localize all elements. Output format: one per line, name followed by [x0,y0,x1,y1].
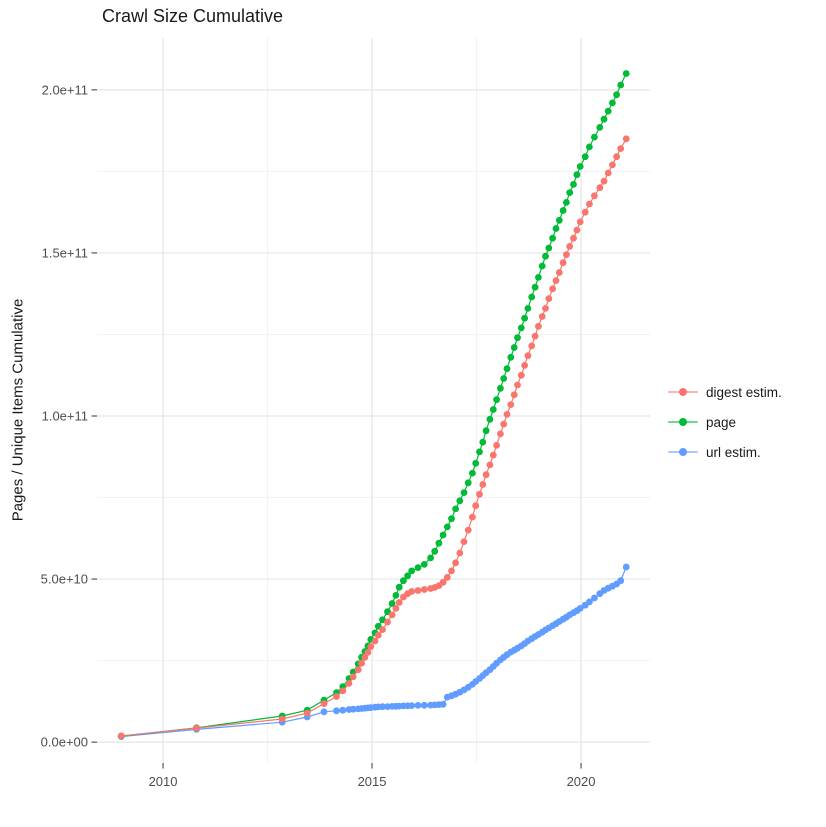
svg-text:2010: 2010 [149,774,178,789]
axis-ticks [91,89,582,769]
series-digest-estim [117,135,630,740]
legend-key-url-icon [668,444,698,460]
axis-labels: 0.0e+00 5.0e+10 1.0e+11 1.5e+11 2.0e+11 2010 2… [41,82,596,789]
grid-major [97,38,650,763]
y-axis-title: Pages / Unique Items Cumulative [9,298,27,522]
svg-text:0.0e+00: 0.0e+00 [41,735,88,750]
svg-text:2015: 2015 [358,774,387,789]
series-url-estim [117,563,630,740]
legend-label-page: page [706,414,737,430]
svg-text:2.0e+11: 2.0e+11 [42,82,88,97]
chart-title: Crawl Size Cumulative [102,6,284,26]
legend-label-url-estim: url estim. [706,444,761,460]
legend-item-digest-estim: digest estim. [668,381,782,403]
legend-key-page-icon [668,414,698,430]
svg-text:5.0e+10: 5.0e+10 [41,572,88,587]
legend: digest estim. page url estim. [668,381,782,463]
legend-key-digest-icon [668,384,698,400]
series-page [117,70,630,740]
legend-item-page: page [668,411,782,433]
legend-label-digest-estim: digest estim. [706,384,782,400]
svg-text:1.0e+11: 1.0e+11 [42,408,88,423]
svg-text:2020: 2020 [567,774,596,789]
svg-text:1.5e+11: 1.5e+11 [42,245,88,260]
legend-item-url-estim: url estim. [668,441,782,463]
grid-minor [97,38,650,763]
